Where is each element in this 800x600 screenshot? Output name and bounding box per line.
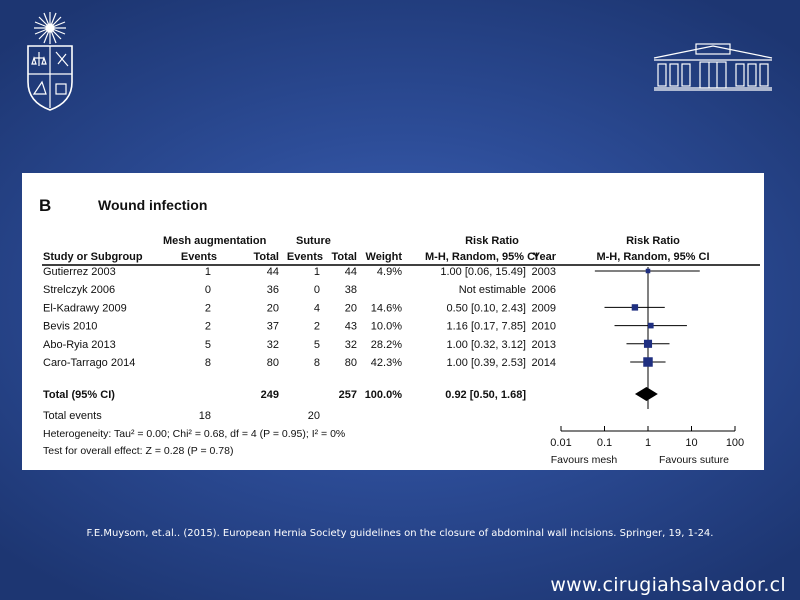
rr-subheader: M-H, Random, 95% CI <box>425 251 538 263</box>
exp-total: 44 <box>267 266 279 278</box>
exp-total-header: Total <box>254 251 279 263</box>
study-year: 2014 <box>532 357 556 369</box>
ctl-events: 0 <box>314 284 320 296</box>
exp-events: 1 <box>205 266 211 278</box>
study-year: 2009 <box>532 302 556 314</box>
exp-total: 20 <box>267 302 279 314</box>
ctl-total: 38 <box>345 284 357 296</box>
plot-header: Risk Ratio <box>626 235 680 247</box>
ctl-total: 80 <box>345 357 357 369</box>
total-events-label: Total events <box>43 410 102 422</box>
ctl-total: 32 <box>345 339 357 351</box>
study-square <box>643 339 653 348</box>
exp-events: 2 <box>205 302 211 314</box>
total-weight: 100.0% <box>365 389 403 401</box>
forest-plot-panel: B Wound infection Mesh augmentation Sutu… <box>22 173 764 470</box>
control-group-label: Suture <box>296 235 331 247</box>
study-name: Strelczyk 2006 <box>43 284 115 296</box>
ctl-events: 5 <box>314 339 320 351</box>
total-events-exp: 18 <box>199 410 211 422</box>
study-ci-text: 1.00 [0.06, 15.49] <box>440 266 526 278</box>
study-name: Abo-Ryia 2013 <box>43 339 116 351</box>
study-square <box>643 357 653 367</box>
study-ci-text: 0.50 [0.10, 2.43] <box>446 302 526 314</box>
x-tick-label: 10 <box>685 437 697 449</box>
overall-effect-text: Test for overall effect: Z = 0.28 (P = 0… <box>43 445 233 457</box>
exp-events: 8 <box>205 357 211 369</box>
study-weight: 10.0% <box>371 321 402 333</box>
study-name: Caro-Tarrago 2014 <box>43 357 135 369</box>
ctl-events: 8 <box>314 357 320 369</box>
study-year: 2013 <box>532 339 556 351</box>
study-ci-text: Not estimable <box>459 284 526 296</box>
total-label: Total (95% CI) <box>43 389 115 401</box>
study-weight: 14.6% <box>371 302 402 314</box>
total-diamond <box>634 387 658 401</box>
study-weight: 4.9% <box>377 266 402 278</box>
ctl-events: 2 <box>314 321 320 333</box>
year-header: Year <box>533 251 557 263</box>
ctl-events-header: Events <box>287 251 323 263</box>
chart-title: Wound infection <box>98 197 207 213</box>
x-tick-label: 100 <box>726 437 744 449</box>
study-year: 2006 <box>532 284 556 296</box>
study-square <box>645 268 651 274</box>
x-tick-label: 1 <box>645 437 651 449</box>
university-crest-icon <box>27 12 73 111</box>
hospital-building-icon <box>653 43 773 91</box>
study-name: El-Kadrawy 2009 <box>43 302 127 314</box>
exp-events: 0 <box>205 284 211 296</box>
exp-total: 80 <box>267 357 279 369</box>
ctl-total: 44 <box>345 266 357 278</box>
citation-text: F.E.Muysom, et.al.. (2015). European Her… <box>86 528 714 539</box>
study-name: Bevis 2010 <box>43 321 97 333</box>
favours-right-label: Favours suture <box>659 454 729 466</box>
study-weight: 42.3% <box>371 357 402 369</box>
ctl-total: 43 <box>345 321 357 333</box>
total-exp-total: 249 <box>261 389 279 401</box>
study-ci-text: 1.16 [0.17, 7.85] <box>446 321 526 333</box>
exp-events-header: Events <box>181 251 217 263</box>
exp-events: 2 <box>205 321 211 333</box>
x-tick-label: 0.01 <box>550 437 571 449</box>
ctl-events: 1 <box>314 266 320 278</box>
study-year: 2010 <box>532 321 556 333</box>
study-ci-text: 1.00 [0.32, 3.12] <box>446 339 526 351</box>
ctl-events: 4 <box>314 302 320 314</box>
x-tick-label: 0.1 <box>597 437 612 449</box>
rr-header: Risk Ratio <box>465 235 519 247</box>
ctl-total: 20 <box>345 302 357 314</box>
ctl-total-header: Total <box>332 251 357 263</box>
heterogeneity-text: Heterogeneity: Tau² = 0.00; Chi² = 0.68,… <box>43 428 345 440</box>
exp-total: 36 <box>267 284 279 296</box>
exp-total: 37 <box>267 321 279 333</box>
panel-letter: B <box>39 196 51 215</box>
total-ctl-total: 257 <box>339 389 357 401</box>
total-events-ctl: 20 <box>308 410 320 422</box>
weight-header: Weight <box>366 251 403 263</box>
favours-left-label: Favours mesh <box>551 454 618 466</box>
study-header: Study or Subgroup <box>43 251 143 263</box>
study-square <box>647 322 654 329</box>
study-ci-text: 1.00 [0.39, 2.53] <box>446 357 526 369</box>
plot-subheader: M-H, Random, 95% CI <box>596 251 709 263</box>
study-name: Gutierrez 2003 <box>43 266 116 278</box>
study-weight: 28.2% <box>371 339 402 351</box>
experimental-group-label: Mesh augmentation <box>163 235 267 247</box>
exp-total: 32 <box>267 339 279 351</box>
exp-events: 5 <box>205 339 211 351</box>
website-link[interactable]: www.cirugiahsalvador.cl <box>550 574 786 596</box>
study-year: 2003 <box>532 266 556 278</box>
total-ci-text: 0.92 [0.50, 1.68] <box>445 389 526 401</box>
study-square <box>631 304 639 311</box>
